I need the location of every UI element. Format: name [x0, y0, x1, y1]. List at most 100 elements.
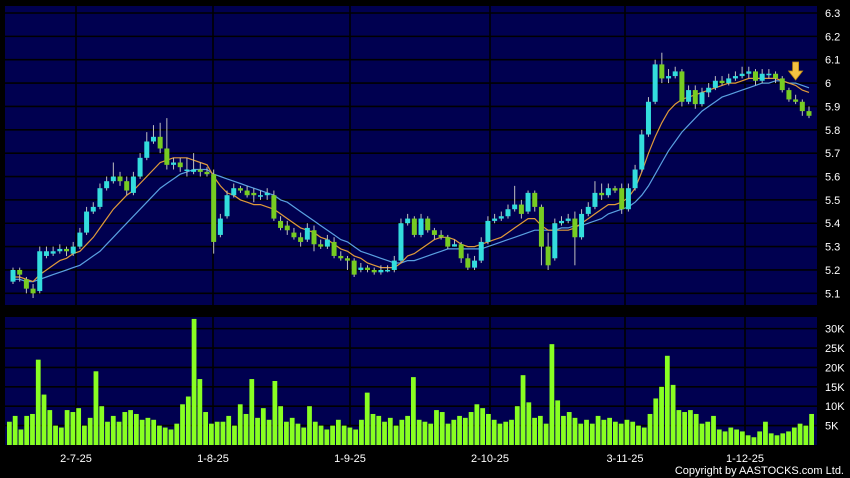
volume-bar — [705, 421, 711, 445]
candle-body — [779, 78, 785, 91]
candle-body — [619, 188, 625, 210]
volume-bar — [301, 427, 307, 445]
volume-bar — [774, 435, 780, 445]
candle-body — [23, 279, 29, 289]
volume-bar — [791, 427, 797, 445]
price-tick-label: 6.2 — [825, 31, 840, 43]
volume-bar — [180, 404, 185, 445]
volume-bar — [716, 429, 722, 445]
candle-body — [211, 174, 217, 242]
volume-bar — [58, 427, 64, 445]
candle-body — [264, 192, 270, 196]
price-tick-label: 5.2 — [825, 265, 840, 277]
candle-body — [84, 211, 90, 233]
volume-bar — [734, 429, 739, 445]
volume-bar — [428, 423, 434, 445]
volume-bar — [128, 410, 133, 445]
volume-bar — [526, 402, 532, 445]
candle-body — [371, 269, 377, 273]
candle-body — [411, 218, 417, 235]
volume-bar — [330, 425, 335, 445]
candle-body — [746, 71, 752, 74]
volume-bar — [214, 421, 220, 445]
candle-body — [204, 171, 210, 175]
candle-body — [752, 71, 758, 81]
candle-body — [164, 148, 170, 165]
candle-body — [64, 248, 70, 252]
volume-bar — [439, 412, 445, 445]
volume-bar — [399, 419, 405, 445]
volume-bar — [497, 423, 503, 445]
candlesticks — [10, 52, 812, 298]
candle-body — [472, 260, 478, 268]
volume-bar — [445, 423, 451, 445]
candle-body — [732, 76, 738, 79]
volume-bar — [185, 396, 191, 445]
volume-bar — [676, 410, 682, 445]
volume-bar — [584, 419, 589, 445]
volume-bar — [549, 344, 555, 445]
volume-bar — [266, 419, 272, 445]
candle-body — [699, 92, 705, 105]
volume-bar — [613, 421, 618, 445]
candle-body — [559, 220, 565, 224]
price-tick-label: 5.5 — [825, 195, 840, 207]
volume-bar — [157, 425, 162, 445]
candle-body — [585, 206, 591, 214]
volume-bar — [18, 429, 24, 445]
candle-body — [451, 244, 457, 247]
candle-body — [706, 87, 712, 93]
candle-body — [30, 288, 36, 294]
volume-bar — [745, 435, 751, 445]
volume-bar — [693, 413, 699, 445]
date-tick-label: 1-12-25 — [726, 453, 764, 465]
volume-bar — [601, 419, 607, 445]
volume-bar — [480, 408, 486, 445]
volume-bar — [145, 417, 151, 445]
volume-bar — [653, 398, 659, 445]
volume-bar — [763, 421, 768, 445]
volume-bar — [416, 419, 422, 445]
volume-bar — [353, 429, 359, 445]
candle-body — [565, 218, 571, 221]
candle-body — [97, 188, 103, 207]
candle-body — [191, 169, 197, 172]
candle-body — [425, 218, 431, 231]
volume-bar — [116, 421, 122, 445]
volume-bar — [739, 431, 745, 445]
volume-tick-label: 20K — [825, 362, 845, 374]
candle-body — [391, 260, 397, 270]
volume-bar — [589, 423, 595, 445]
price-tick-label: 5.6 — [825, 172, 840, 184]
volume-bar — [168, 429, 174, 445]
candle-body — [57, 248, 63, 252]
candle-body — [672, 71, 678, 77]
volume-bar — [284, 421, 289, 445]
price-tick-label: 5.1 — [825, 288, 840, 300]
volume-bar — [757, 431, 763, 445]
volume-bar — [243, 413, 249, 445]
candle-body — [485, 220, 491, 242]
candle-body — [645, 101, 651, 135]
volume-bar — [699, 423, 705, 445]
candle-body — [43, 251, 49, 256]
volume-bar — [630, 421, 636, 445]
volume-bar — [647, 413, 653, 445]
date-tick-label: 1-9-25 — [334, 453, 366, 465]
candle-body — [338, 255, 344, 259]
volume-bar — [670, 384, 676, 445]
volume-bar — [682, 412, 688, 445]
candle-body — [358, 267, 364, 270]
volume-bar — [70, 412, 76, 445]
date-tick-label: 2-7-25 — [60, 453, 92, 465]
volume-tick-label: 15K — [825, 382, 845, 394]
volume-bar — [162, 427, 168, 445]
volume-bar — [41, 394, 47, 445]
volume-bar — [105, 421, 110, 445]
volume-bar — [289, 417, 295, 445]
candle-body — [365, 267, 371, 270]
candle-body — [445, 237, 451, 247]
candle-body — [385, 269, 391, 272]
candle-body — [284, 225, 290, 231]
candle-body — [458, 244, 464, 259]
